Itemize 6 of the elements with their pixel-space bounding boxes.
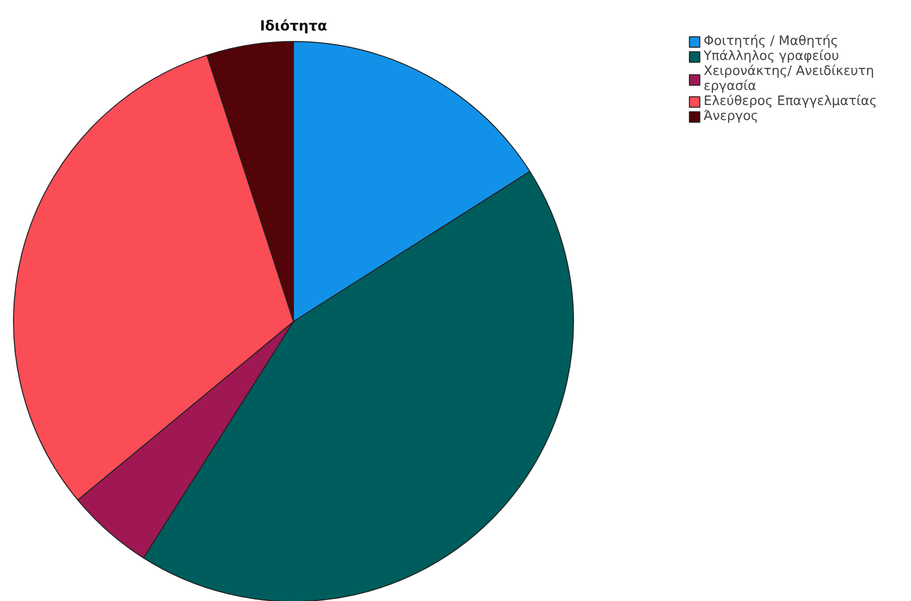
legend-label: Υπάλληλος γραφείου [704,49,839,64]
legend-label: Χειρονάκτης/ Ανειδίκευτη εργασία [704,64,874,94]
legend-label: Ελεύθερος Επαγγελματίας [704,94,877,109]
chart-title: Ιδιότητα [260,18,328,34]
legend-label: Άνεργος [704,109,758,124]
legend-label: Φοιτητής / Μαθητής [704,34,838,49]
